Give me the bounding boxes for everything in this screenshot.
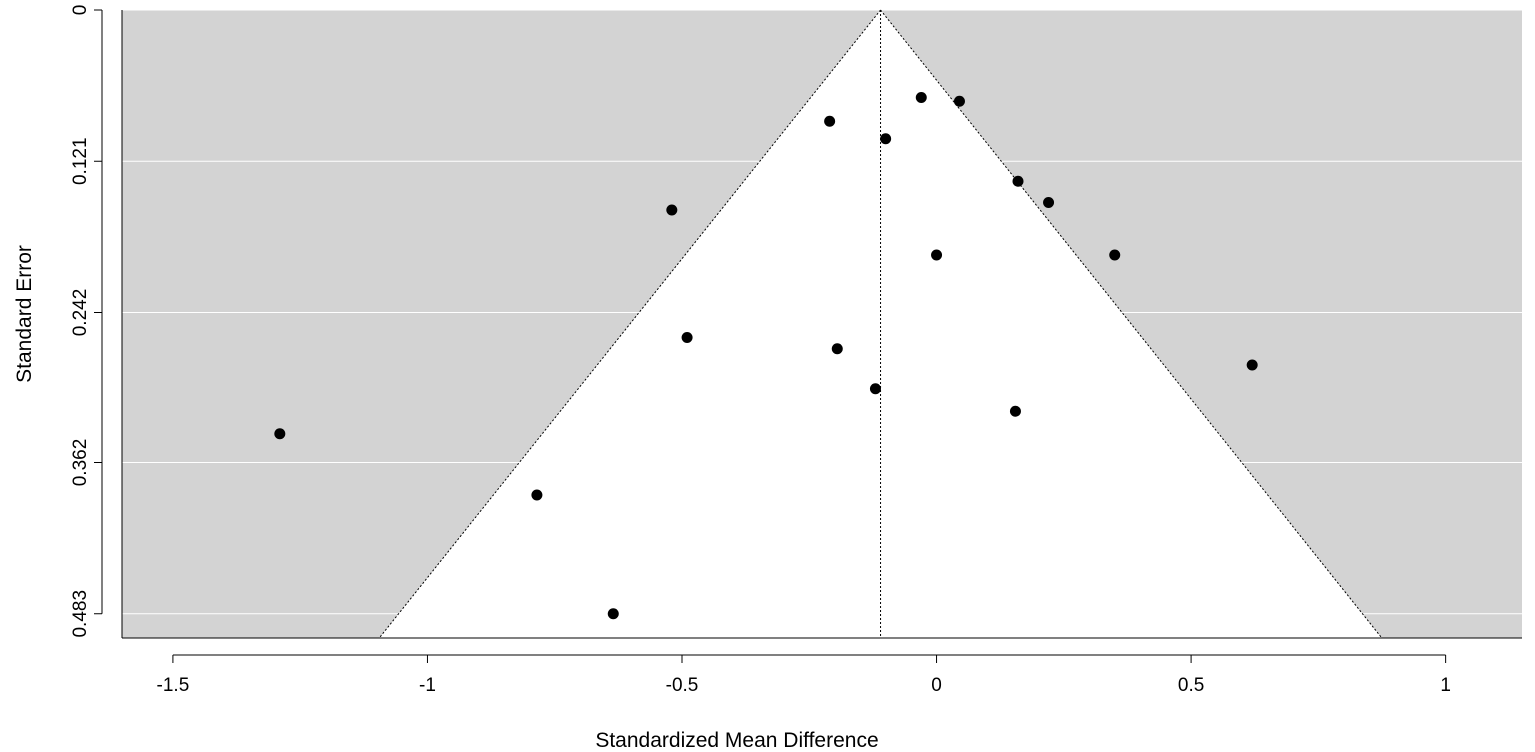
data-point-1 [915, 92, 927, 103]
funnel-left-boundary [378, 9, 881, 639]
x-axis: -1.5 -1 -0.5 0 0.5 1 [122, 637, 1522, 696]
y-tick-label: 0.121 [70, 137, 91, 185]
data-point-15 [274, 428, 286, 440]
data-point-2 [953, 95, 965, 107]
x-tick-label: 0 [931, 675, 942, 696]
x-tick-label: -1.5 [157, 675, 190, 696]
data-point-6 [1043, 197, 1055, 208]
data-point-7 [666, 204, 678, 216]
funnel-right-boundary [880, 9, 1383, 639]
x-tick-label: 0.5 [1178, 675, 1204, 696]
x-tick-label: -1 [419, 675, 436, 696]
x-axis-label: Standardized Mean Difference [595, 729, 878, 752]
data-point-9 [1109, 249, 1121, 261]
data-point-17 [607, 608, 619, 620]
data-point-5 [1012, 175, 1024, 187]
data-point-3 [824, 115, 836, 127]
y-axis-label: Standard Error [13, 245, 36, 383]
data-points [274, 92, 1258, 620]
y-tick-label: 0.242 [70, 289, 91, 337]
data-point-13 [869, 383, 881, 395]
data-point-12 [1246, 359, 1258, 371]
data-point-10 [681, 332, 693, 343]
data-point-16 [531, 489, 543, 501]
y-tick-label: 0 [70, 5, 91, 16]
data-point-8 [931, 249, 943, 261]
y-axis: 0 0.121 0.242 0.362 0.483 [70, 5, 123, 638]
x-tick-label: 1 [1440, 675, 1451, 696]
data-point-4 [880, 133, 892, 145]
x-tick-label: -0.5 [666, 675, 699, 696]
data-point-11 [831, 343, 843, 355]
y-tick-label: 0.362 [70, 439, 91, 487]
y-tick-label: 0.483 [70, 590, 91, 638]
data-point-14 [1009, 405, 1021, 417]
